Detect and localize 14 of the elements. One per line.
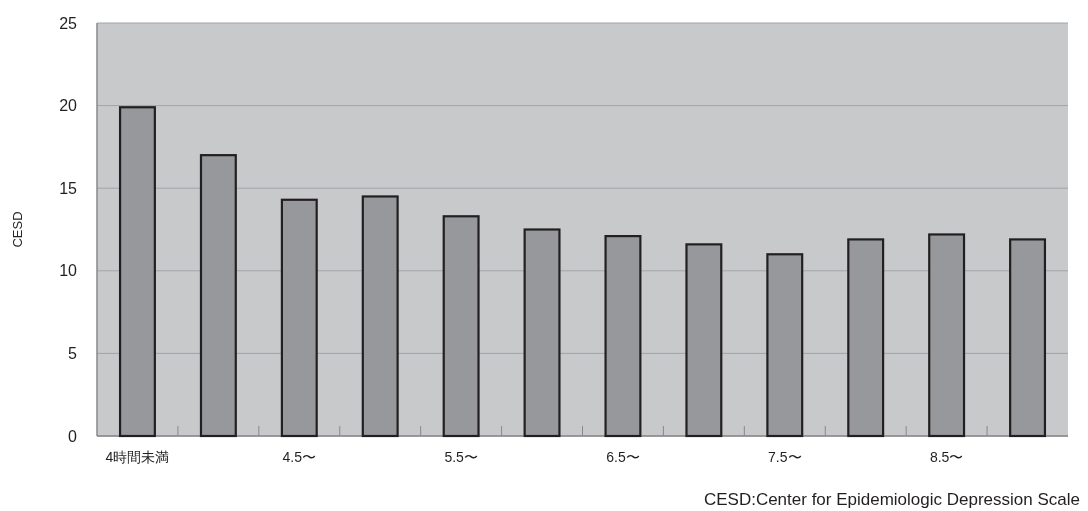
y-axis-title: CESD xyxy=(9,211,25,248)
x-tick-label: 4時間未満 xyxy=(105,449,170,465)
text: CESD:Center for Epidemiologic Depression Scale xyxy=(703,490,1080,509)
y-tick-label: 15 xyxy=(59,179,78,197)
y-tick-label: 0 xyxy=(68,427,78,445)
x-tick-label: 6.5〜 xyxy=(606,449,640,465)
x-tick-label: 5.5〜 xyxy=(444,449,478,465)
x-tick-label: 7.5〜 xyxy=(768,449,802,465)
y-tick-label: 20 xyxy=(59,97,78,115)
x-tick-label: 4.5〜 xyxy=(282,449,317,465)
y-tick-label: 10 xyxy=(59,262,78,280)
y-tick-label: 25 xyxy=(59,14,78,32)
x-tick-label: 8.5〜 xyxy=(929,449,964,465)
y-tick-label: 5 xyxy=(68,345,78,362)
